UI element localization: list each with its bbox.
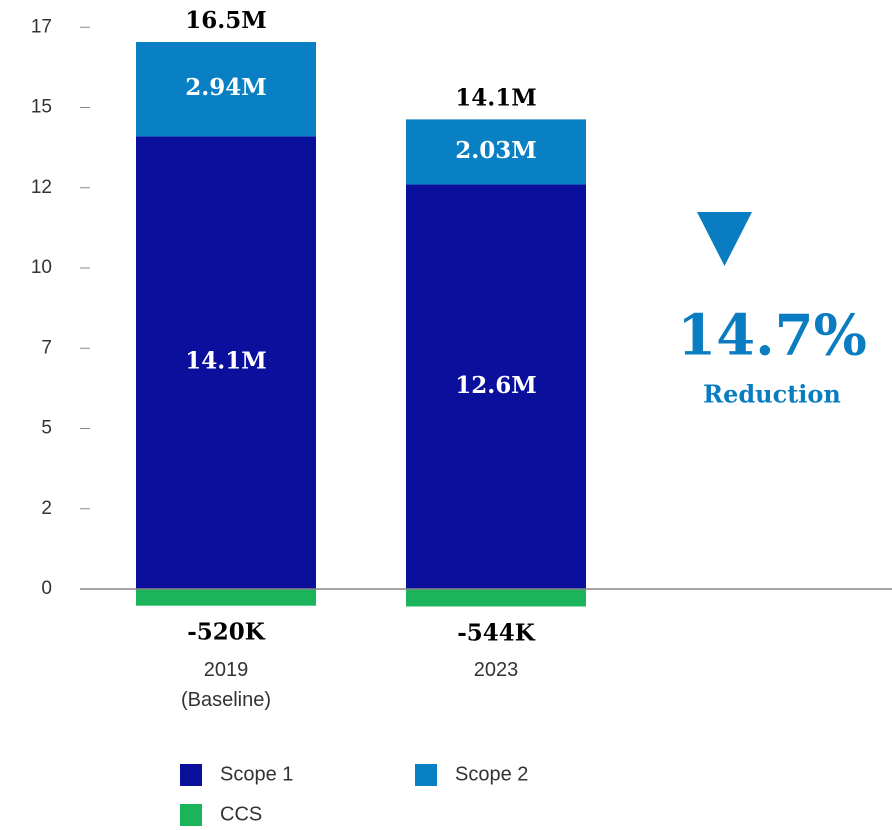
- bar-segment: [136, 42, 316, 137]
- legend-label: Scope 1: [220, 763, 293, 785]
- total-label: 16.5M: [185, 7, 266, 34]
- reduction-arrow: [697, 212, 752, 266]
- data-label: 12.6M: [455, 372, 536, 399]
- total-label: 14.1M: [455, 84, 536, 111]
- y-tick-label: 5: [41, 418, 52, 439]
- y-tick-label: 12: [31, 177, 52, 198]
- y-tick-label: 15: [31, 97, 52, 118]
- y-tick-label: 17: [31, 16, 52, 37]
- data-label: -544K: [457, 619, 536, 646]
- bar-segment: [406, 589, 586, 607]
- x-tick-label: 2019 (Baseline): [180, 659, 272, 711]
- bar-segment: [136, 136, 316, 589]
- legend-swatch: [180, 804, 202, 826]
- y-tick-label: 2: [41, 498, 52, 519]
- y-tick-label: 7: [41, 337, 52, 358]
- y-tick-label: 0: [41, 578, 52, 599]
- legend-label: Scope 2: [455, 763, 528, 785]
- data-label: 2.03M: [455, 137, 536, 164]
- legend-swatch: [180, 764, 202, 786]
- y-tick-label: 10: [31, 257, 52, 278]
- x-tick-label: 2023: [473, 659, 519, 681]
- annotation-value: 14.7%: [677, 303, 867, 369]
- data-label: 14.1M: [185, 348, 266, 375]
- legend-label: CCS: [220, 803, 262, 825]
- legend-swatch: [415, 764, 437, 786]
- bar-segment: [406, 184, 586, 590]
- bar-segment: [406, 119, 586, 185]
- data-label: -520K: [187, 619, 266, 646]
- bar-segment: [136, 589, 316, 606]
- data-label: 2.94M: [185, 74, 266, 101]
- annotation-text: Reduction: [703, 380, 841, 409]
